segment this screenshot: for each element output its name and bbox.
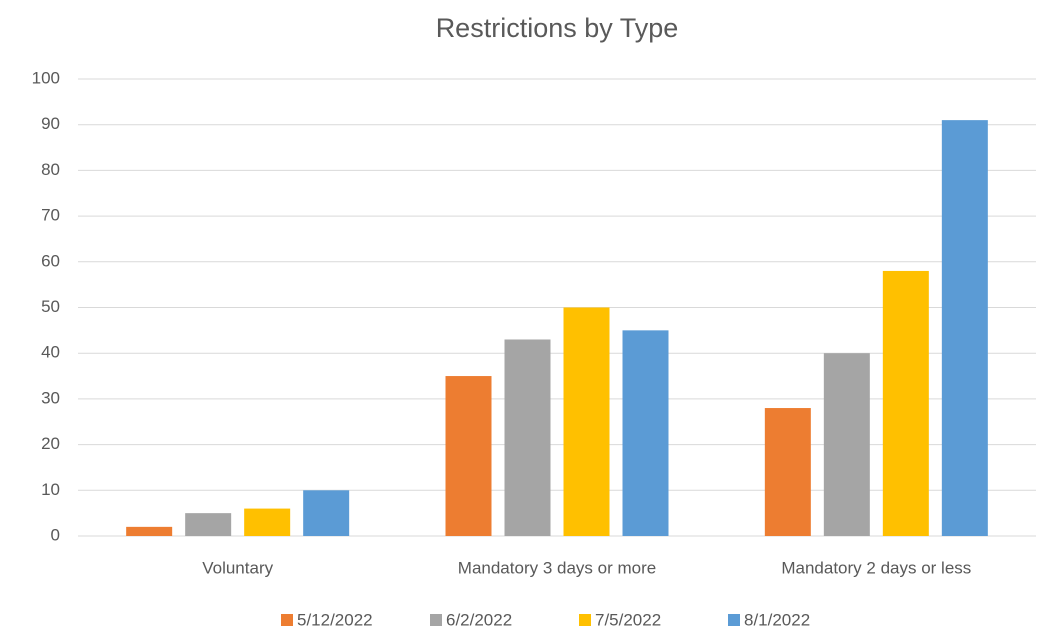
legend-label: 8/1/2022 [744,610,810,629]
bar [303,490,350,536]
chart-title: Restrictions by Type [436,13,679,43]
bar [823,353,870,536]
legend-swatch [281,614,293,626]
y-tick-label: 60 [41,251,60,270]
x-tick-label: Voluntary [202,558,273,577]
x-tick-label: Mandatory 3 days or more [458,558,656,577]
legend-swatch [430,614,442,626]
y-tick-label: 100 [32,68,60,87]
bar [941,120,988,536]
legend-swatch [579,614,591,626]
bar [445,376,492,536]
bar [126,526,173,536]
x-tick-label: Mandatory 2 days or less [781,558,971,577]
y-tick-label: 30 [41,388,60,407]
y-tick-label: 0 [51,525,60,544]
bar [504,339,551,536]
y-tick-label: 40 [41,343,60,362]
legend-swatch [728,614,740,626]
y-tick-label: 20 [41,434,60,453]
legend-label: 6/2/2022 [446,610,512,629]
bar [185,513,232,536]
y-tick-label: 90 [41,114,60,133]
y-tick-label: 50 [41,297,60,316]
y-tick-label: 80 [41,160,60,179]
bar [244,508,291,536]
y-tick-label: 70 [41,206,60,225]
y-tick-label: 10 [41,480,60,499]
bar [622,330,669,536]
bar [563,307,610,536]
bar [764,408,811,536]
legend-label: 5/12/2022 [297,610,373,629]
legend-label: 7/5/2022 [595,610,661,629]
bar [882,270,929,536]
